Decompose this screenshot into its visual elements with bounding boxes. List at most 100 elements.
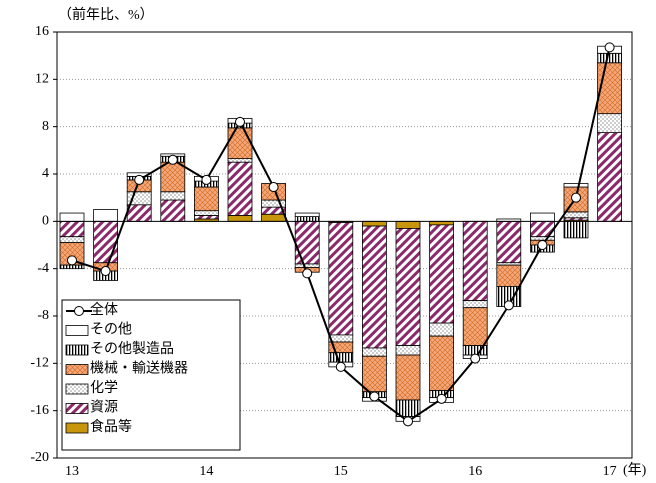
legend-swatch <box>65 344 89 356</box>
line-point <box>100 266 111 277</box>
bar-segment <box>429 322 455 337</box>
line-point <box>235 116 245 127</box>
legend-label: 機械・輸送機器 <box>90 361 188 377</box>
legend-label: その他製造品 <box>90 341 174 357</box>
legend-label: 全体 <box>90 301 118 318</box>
legend-label: 食品等 <box>90 418 132 435</box>
bar-segment <box>429 220 455 226</box>
x-tick-label: 16 <box>468 464 482 479</box>
legend-label: 化学 <box>90 380 118 396</box>
y-tick-label: -4 <box>37 261 49 276</box>
bar-segment <box>361 355 387 393</box>
bar-segment <box>496 220 522 264</box>
line-point <box>268 182 279 193</box>
bar-segment <box>462 307 488 346</box>
bar-segment <box>227 215 253 222</box>
bar-segment <box>530 212 555 222</box>
bar-segment <box>328 352 354 363</box>
bar-segment <box>126 204 152 222</box>
bar-segment <box>294 212 320 218</box>
bar-segment <box>160 199 186 222</box>
line-point <box>436 393 447 404</box>
legend-box <box>61 299 241 451</box>
legend-swatch <box>65 364 89 375</box>
bar-segment <box>193 215 219 220</box>
bar-segment <box>530 236 555 241</box>
y-tick-label: -16 <box>30 403 49 418</box>
legend-swatch <box>65 403 89 414</box>
bar-segment <box>361 347 387 357</box>
bar-segment <box>597 113 622 133</box>
legend-label: その他 <box>90 322 132 338</box>
x-axis-label: (年) <box>623 462 647 478</box>
x-tick-label: 13 <box>65 464 79 479</box>
bar-segment <box>294 216 320 222</box>
y-tick-label: -12 <box>30 356 49 371</box>
bar-segment <box>361 220 387 227</box>
y-tick-label: 4 <box>42 166 49 181</box>
bar-segment <box>429 335 455 391</box>
legend-label: 資源 <box>90 400 118 416</box>
bar-segment <box>193 186 219 212</box>
legend-swatch <box>65 422 89 434</box>
bar-segment <box>160 161 186 193</box>
y-tick-label: 16 <box>35 24 49 39</box>
bar-segment <box>429 224 455 324</box>
y-tick-label: 0 <box>42 214 49 229</box>
bar-segment <box>227 127 253 160</box>
bar-segment <box>395 345 421 356</box>
line-point <box>302 268 313 279</box>
bar-segment <box>563 183 589 188</box>
line-point <box>537 240 548 250</box>
y-tick-label: -20 <box>30 450 49 465</box>
line-point <box>134 174 145 185</box>
bar-segment <box>563 211 589 219</box>
line-point <box>335 361 346 372</box>
legend-swatch <box>65 383 89 395</box>
bar-segment <box>193 210 219 216</box>
line-point <box>571 192 581 203</box>
bar-segment <box>59 264 85 270</box>
x-tick-label: 17 <box>603 464 617 479</box>
plot-frame <box>56 31 633 459</box>
bar-segment <box>597 132 622 222</box>
x-tick-label: 14 <box>199 464 213 479</box>
y-tick-label: 8 <box>42 119 49 134</box>
bar-segment <box>294 263 320 268</box>
bar-segment <box>160 191 186 201</box>
bar-segment <box>597 52 622 64</box>
legend-marker <box>74 306 84 316</box>
bar-segment <box>361 225 387 349</box>
bar-segment <box>395 220 421 229</box>
bar-segment <box>597 62 622 115</box>
bar-segment <box>59 212 85 222</box>
bar-segment <box>261 213 287 222</box>
line-point <box>470 353 481 364</box>
line-point <box>403 416 413 427</box>
line-point <box>67 255 77 266</box>
bar-segment <box>496 264 522 287</box>
line-point <box>503 300 514 311</box>
legend-swatch <box>65 325 89 336</box>
bar-segment <box>395 228 421 346</box>
x-tick-label: 15 <box>334 464 348 479</box>
bar-segment <box>227 158 253 163</box>
bar-segment <box>59 220 85 238</box>
line-point <box>201 174 212 185</box>
bar-segment <box>59 236 85 244</box>
line-point <box>167 154 178 165</box>
bar-segment <box>294 220 320 265</box>
y-axis-label: （前年比、%） <box>58 6 154 23</box>
bar-segment <box>395 354 421 401</box>
bar-segment <box>93 209 118 222</box>
bar-segment <box>328 222 354 336</box>
line-point <box>369 391 380 402</box>
bar-segment <box>563 220 589 239</box>
line-point <box>604 42 615 53</box>
bar-segment <box>227 161 253 216</box>
y-tick-label: -8 <box>37 308 49 323</box>
y-tick-label: 12 <box>35 72 49 87</box>
bar-segment <box>462 220 488 302</box>
bar-segment <box>93 220 118 264</box>
